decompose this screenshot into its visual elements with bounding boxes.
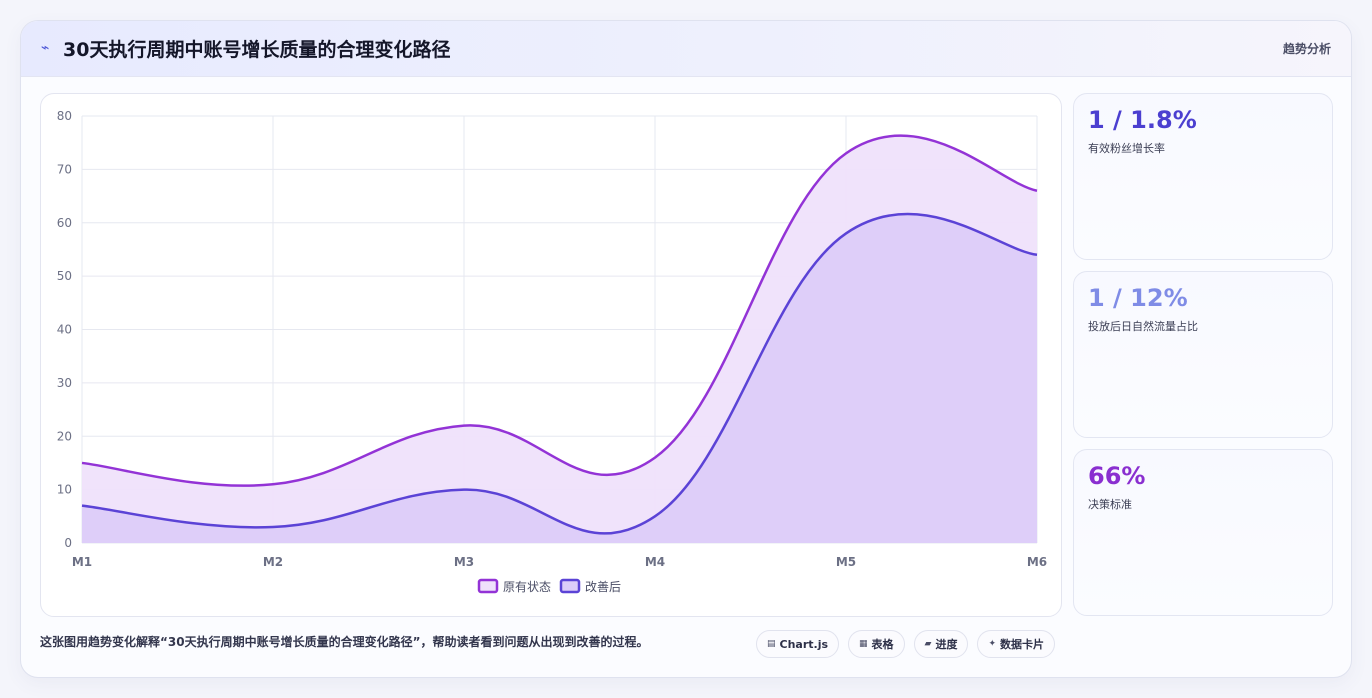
header-tag[interactable]: 趋势分析	[1282, 42, 1331, 56]
y-tick-label: 40	[57, 323, 72, 337]
stat-value: 1 / 1.8%	[1088, 106, 1197, 134]
y-tick-label: 20	[57, 429, 72, 443]
tag-data-card[interactable]: ✦ 数据卡片	[977, 630, 1056, 658]
x-tick-label: M1	[72, 555, 92, 569]
x-tick-label: M5	[836, 555, 856, 569]
y-tick-label: 0	[64, 536, 72, 550]
legend-label: 改善后	[585, 579, 621, 594]
x-tick-label: M4	[645, 555, 665, 569]
table-icon: ▦	[859, 639, 868, 649]
chart-caption: 这张图用趋势变化解释“30天执行周期中账号增长质量的合理变化路径”，帮助读者看到…	[40, 635, 649, 649]
x-tick-label: M2	[263, 555, 283, 569]
tag-table[interactable]: ▦ 表格	[848, 630, 905, 658]
card-icon: ✦	[988, 639, 997, 649]
legend-swatch	[559, 578, 581, 594]
tag-label: 表格	[871, 638, 894, 651]
chart-panel: 0 10 20 30 40 50 60 70 80 M1 M2 M3 M4 M5 M6 原有状态 改善后	[40, 93, 1062, 617]
x-tick-label: M6	[1027, 555, 1047, 569]
stat-card-1: 1 / 1.8% 有效粉丝增长率	[1073, 93, 1333, 260]
y-tick-label: 80	[57, 109, 72, 123]
x-tick-label: M3	[454, 555, 474, 569]
y-tick-label: 50	[57, 269, 72, 283]
series-line-1	[81, 134, 1038, 487]
series-area-2	[82, 213, 1037, 544]
area-chart: 0 10 20 30 40 50 60 70 80 M1 M2 M3 M4 M5 M6 原有状态 改善后	[57, 109, 1047, 594]
tag-label: 进度	[935, 638, 958, 651]
tag-label: Chart.js	[779, 637, 829, 651]
progress-icon: ▰	[924, 639, 932, 649]
y-tick-label: 70	[57, 162, 72, 176]
chart-icon: ▤	[767, 639, 776, 649]
tag-chartjs[interactable]: ▤ Chart.js	[756, 630, 840, 658]
y-tick-label: 10	[57, 483, 72, 497]
card-header: ⌁ 30天执行周期中账号增长质量的合理变化路径 趋势分析	[21, 21, 1351, 77]
stat-label: 投放后日自然流量占比	[1088, 320, 1198, 333]
tag-list: ▤ Chart.js ▦ 表格 ▰ 进度 ✦ 数据卡片	[756, 630, 1056, 658]
stat-card-2: 1 / 12% 投放后日自然流量占比	[1073, 271, 1333, 438]
dashboard-card: ⌁ 30天执行周期中账号增长质量的合理变化路径 趋势分析 0 10 20 30 40 50…	[20, 20, 1352, 678]
y-tick-label: 60	[57, 216, 72, 230]
stat-value: 66%	[1088, 462, 1146, 490]
y-tick-label: 30	[57, 376, 72, 390]
tag-progress[interactable]: ▰ 进度	[913, 630, 969, 658]
legend-label: 原有状态	[503, 580, 551, 594]
stat-card-3: 66% 决策标准	[1073, 449, 1333, 616]
series-line-2	[81, 212, 1038, 535]
trend-icon: ⌁	[41, 40, 50, 56]
legend-swatch	[477, 578, 499, 594]
stat-label: 决策标准	[1088, 498, 1132, 511]
page-title: 30天执行周期中账号增长质量的合理变化路径	[63, 39, 451, 61]
stat-value: 1 / 12%	[1088, 284, 1188, 312]
stat-label: 有效粉丝增长率	[1088, 142, 1165, 155]
tag-label: 数据卡片	[1000, 638, 1045, 651]
